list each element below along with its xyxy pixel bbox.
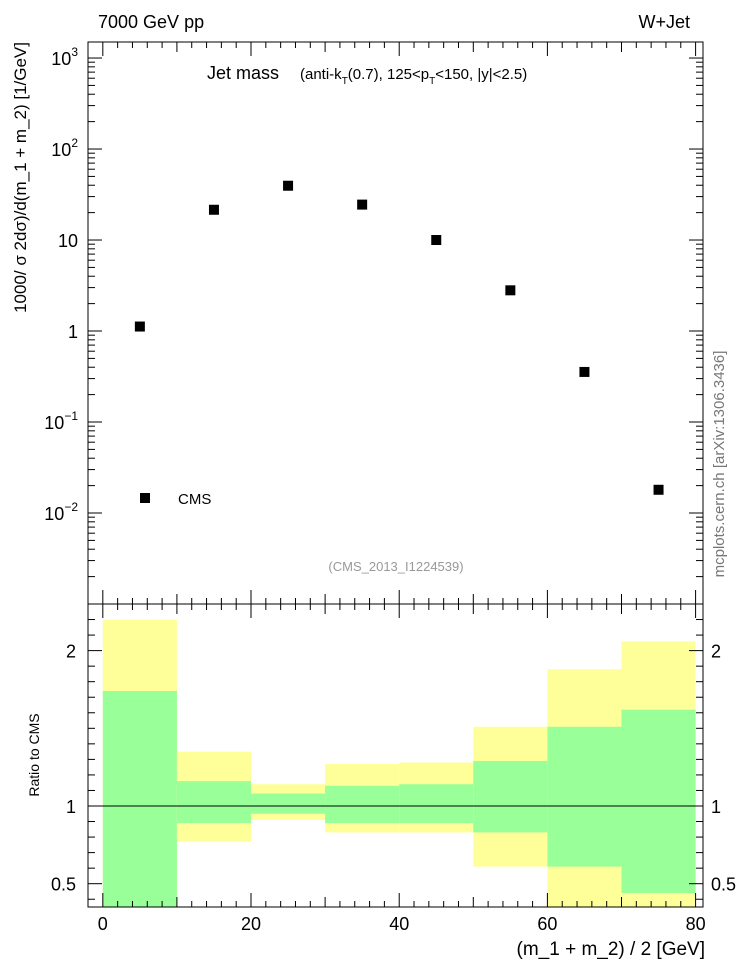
plot-title-sub-part: (anti-k: [300, 66, 342, 83]
plot-title-sub-part: (0.7), 125<p: [348, 66, 429, 83]
data-point: [431, 235, 442, 246]
plot-title-sub-subscript: T: [342, 76, 348, 87]
ratio-inner-band: [176, 781, 252, 824]
ratio-y-tick-label-right: 1: [711, 797, 721, 817]
ratio-inner-band: [473, 760, 548, 833]
legend-marker-cms: [140, 493, 150, 503]
ratio-y-tick-label-right: 0.5: [711, 875, 736, 895]
ratio-inner-band: [102, 691, 177, 907]
ratio-y-axis-label: Ratio to CMS: [26, 713, 42, 796]
x-tick-label: 40: [389, 914, 409, 934]
data-point: [283, 180, 294, 191]
ratio-bands: [88, 619, 703, 907]
y-tick-label: 10: [58, 231, 78, 251]
data-point: [579, 366, 590, 377]
ratio-y-tick-label-left: 0.5: [51, 875, 76, 895]
data-point: [505, 285, 516, 296]
y-tick-label: 102: [51, 136, 78, 160]
plot-title-main: Jet mass: [207, 63, 279, 83]
ratio-axis-ticks: 0.5 0.51 12 20 20 40 60 80: [51, 604, 736, 934]
plot-title-sub: (anti-kT(0.7), 125<pT<150, |y|<2.5): [300, 66, 527, 87]
side-credit: mcplots.cern.ch [arXiv:1306.3436]: [711, 351, 728, 578]
main-data-points: [134, 180, 664, 495]
ratio-y-tick-label-left: 1: [66, 797, 76, 817]
ratio-inner-band: [399, 784, 474, 824]
ratio-inner-band: [325, 785, 400, 824]
ratio-plot-frame: [87, 603, 704, 908]
x-axis-label: (m_1 + m_2) / 2 [GeV]: [517, 939, 706, 960]
x-tick-label: 80: [686, 914, 706, 934]
analysis-id: (CMS_2013_I1224539): [328, 559, 463, 574]
process-label: W+Jet: [638, 12, 690, 32]
y-tick-label: 10−1: [44, 409, 78, 433]
ratio-y-tick-label-left: 2: [66, 642, 76, 662]
main-plot-frame: [87, 41, 704, 605]
y-tick-label: 103: [51, 45, 78, 69]
ratio-y-tick-label-right: 2: [711, 642, 721, 662]
y-tick-label: 1: [68, 322, 78, 342]
data-point: [653, 484, 664, 495]
x-tick-label: 0: [98, 914, 108, 934]
main-y-axis-label: 1000/ σ 2dσ)/d(m_1 + m_2) [1/GeV]: [11, 42, 30, 313]
plot-title-sub-subscript: T: [429, 76, 435, 87]
ratio-inner-band: [621, 709, 696, 894]
plot-title-sub-part: <150, |y|<2.5): [435, 66, 527, 83]
energy-label: 7000 GeV pp: [98, 12, 204, 32]
x-tick-label: 60: [537, 914, 557, 934]
ratio-inner-band: [547, 726, 622, 867]
legend-label-cms: CMS: [178, 491, 211, 508]
data-point: [357, 199, 368, 210]
y-tick-label: 10−2: [44, 500, 78, 524]
data-point: [134, 321, 145, 332]
data-point: [208, 204, 219, 215]
ratio-inner-band: [251, 793, 326, 814]
x-tick-label: 20: [241, 914, 261, 934]
